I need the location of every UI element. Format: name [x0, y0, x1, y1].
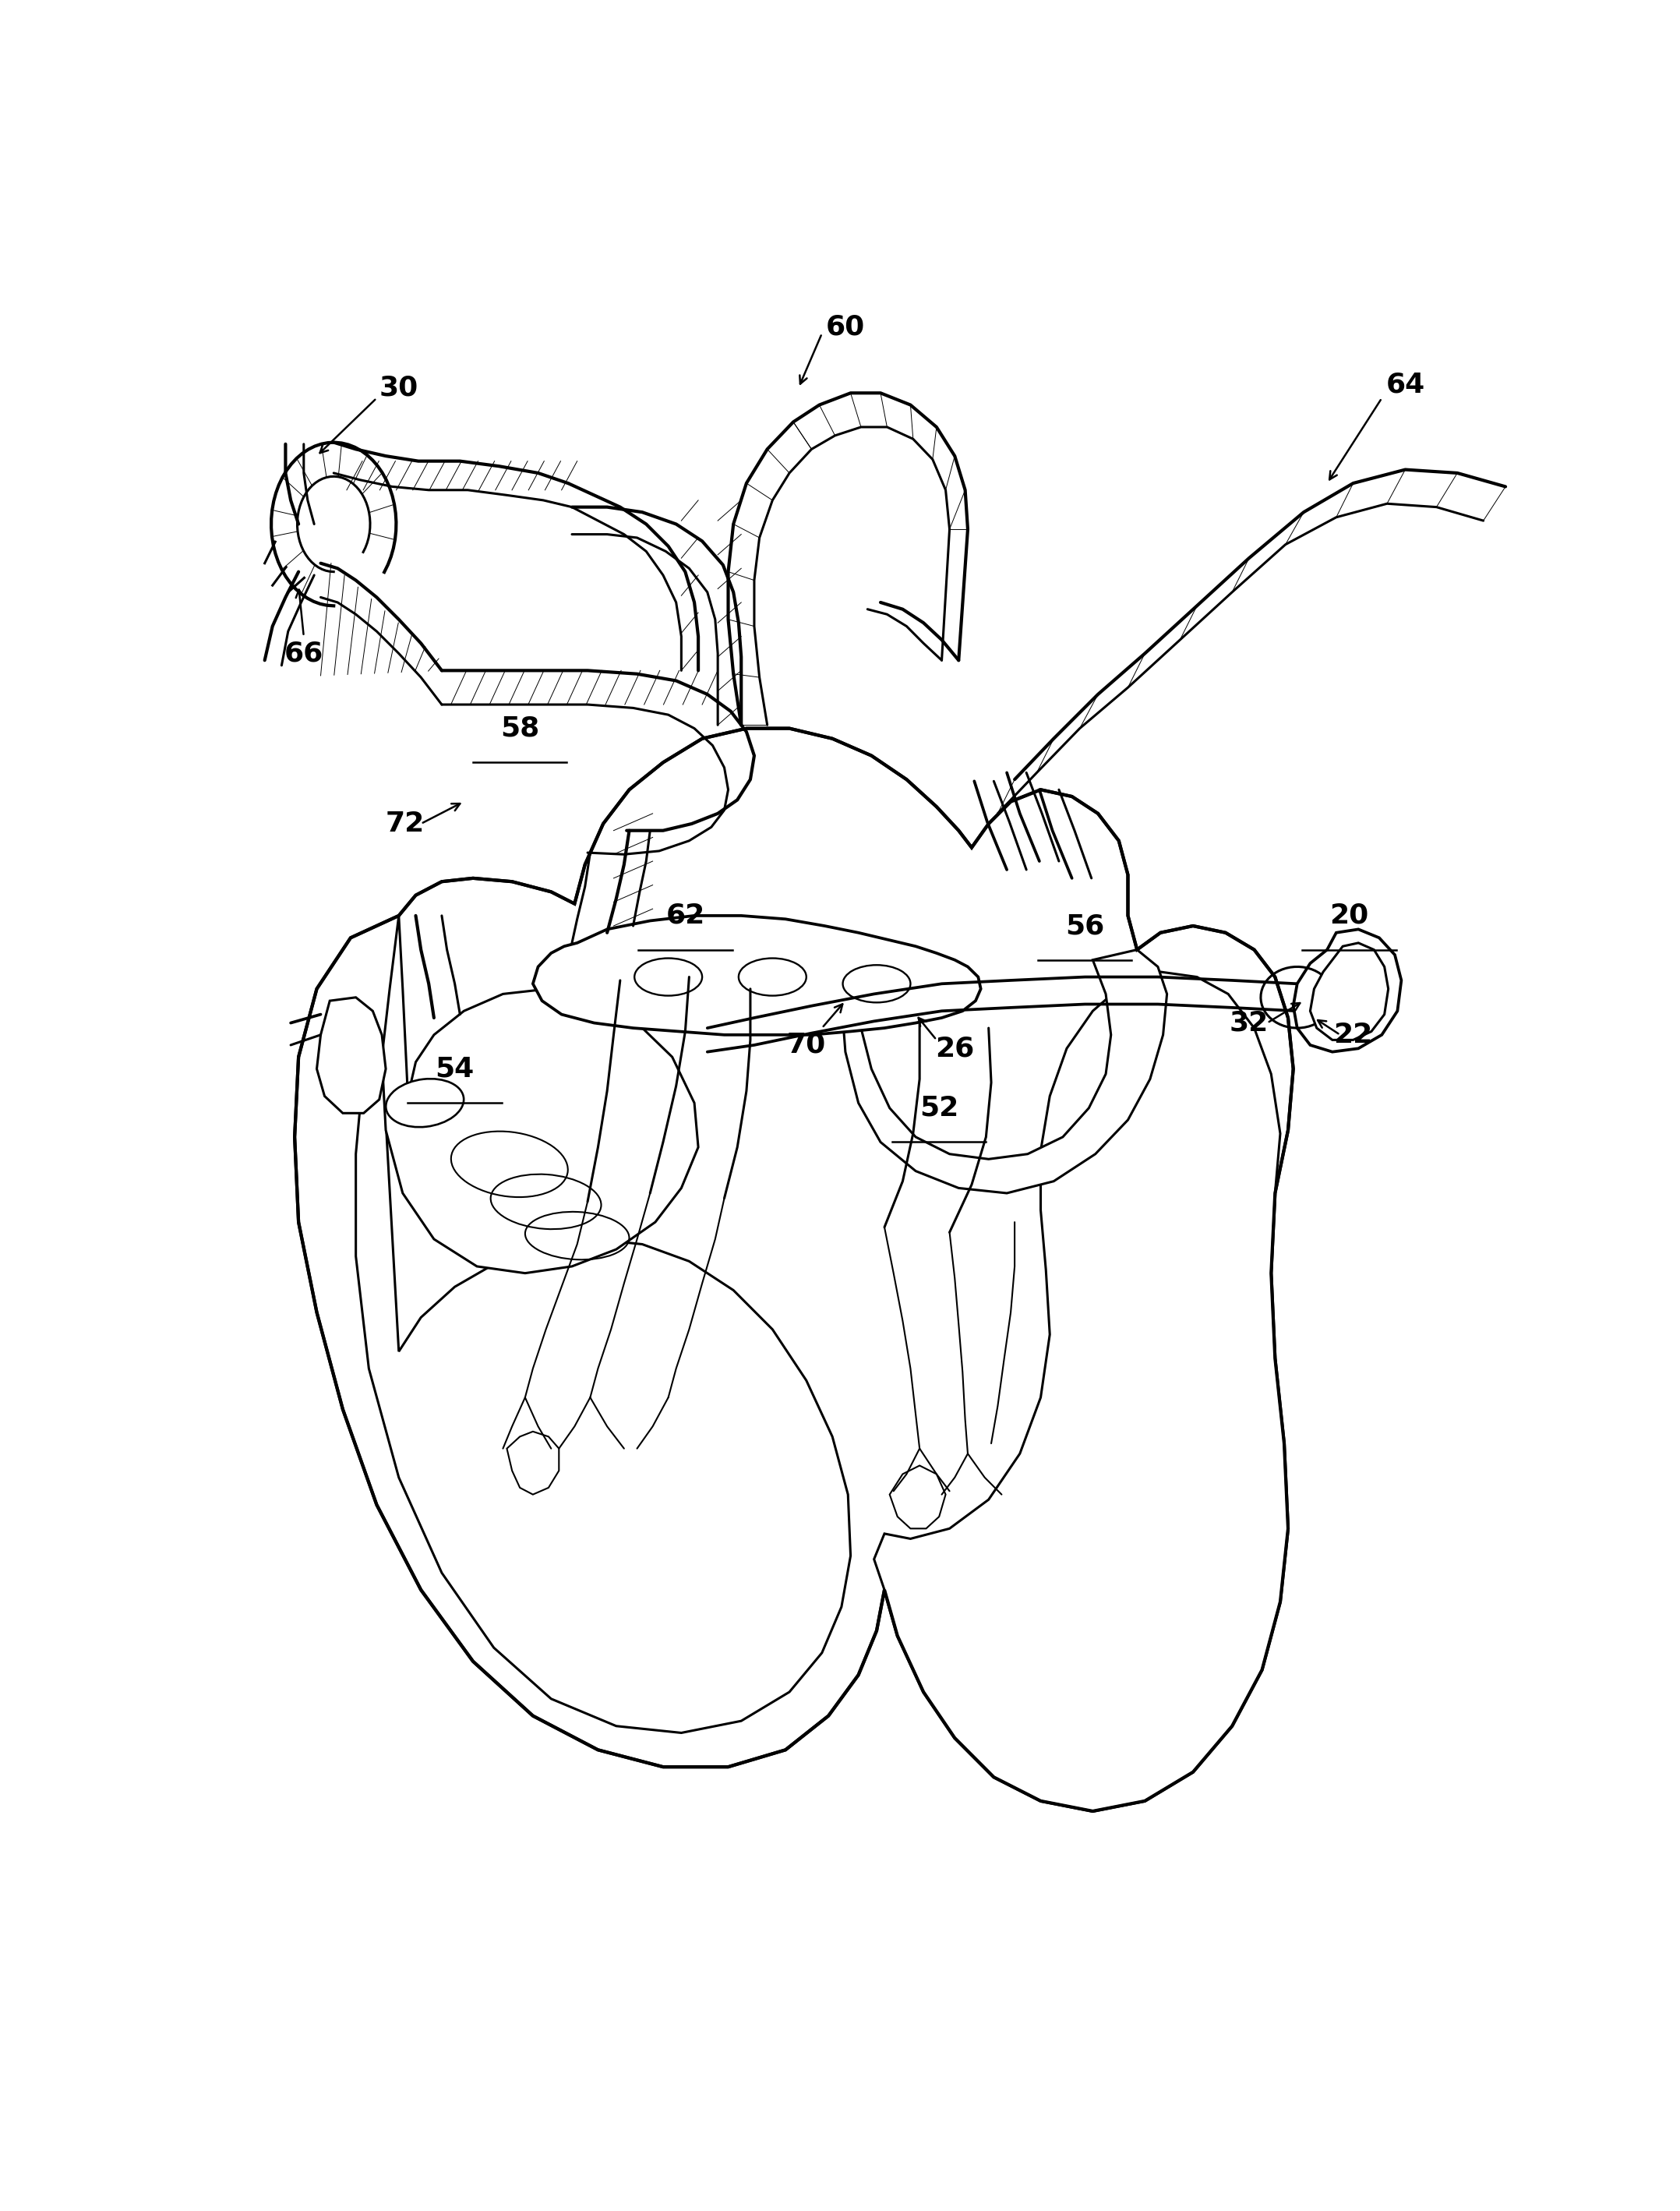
Polygon shape: [874, 973, 1289, 1811]
Text: 32: 32: [1230, 1010, 1268, 1037]
Polygon shape: [381, 915, 699, 1274]
Text: 64: 64: [1386, 371, 1425, 398]
Ellipse shape: [635, 957, 702, 995]
Polygon shape: [1294, 929, 1401, 1052]
Ellipse shape: [739, 957, 806, 995]
Ellipse shape: [386, 1079, 464, 1128]
Polygon shape: [533, 915, 981, 1035]
Text: 62: 62: [665, 902, 706, 929]
Text: 30: 30: [380, 374, 418, 400]
Polygon shape: [294, 727, 1294, 1811]
Text: 60: 60: [827, 314, 865, 340]
Text: 20: 20: [1329, 902, 1369, 929]
Text: 58: 58: [501, 714, 539, 741]
Polygon shape: [1310, 942, 1388, 1039]
Polygon shape: [890, 1466, 946, 1528]
Polygon shape: [294, 727, 1294, 1811]
Text: 52: 52: [919, 1094, 959, 1121]
Text: 66: 66: [284, 641, 323, 668]
Text: 70: 70: [786, 1033, 827, 1059]
Ellipse shape: [843, 964, 911, 1002]
Text: 56: 56: [1065, 913, 1104, 940]
Text: 72: 72: [386, 811, 425, 838]
Polygon shape: [318, 997, 386, 1112]
Polygon shape: [507, 1431, 559, 1495]
Text: 26: 26: [936, 1035, 974, 1061]
Text: 22: 22: [1334, 1021, 1373, 1048]
Text: 54: 54: [435, 1055, 474, 1081]
Polygon shape: [842, 951, 1168, 1194]
Polygon shape: [356, 1052, 850, 1733]
